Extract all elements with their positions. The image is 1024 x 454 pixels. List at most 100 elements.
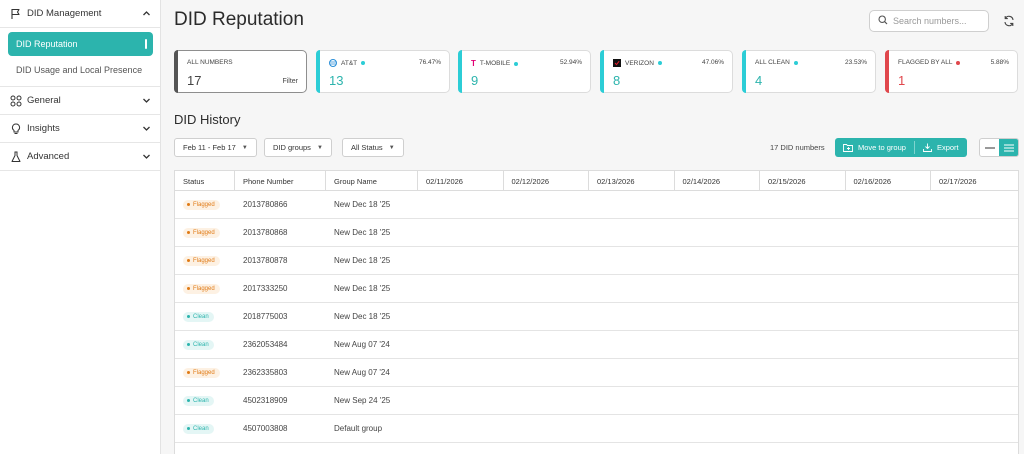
date-cell [931, 191, 1017, 219]
compact-view-button[interactable] [980, 139, 999, 156]
card-count: 4 [755, 73, 763, 88]
did-groups-filter[interactable]: DID groups ▼ [264, 138, 332, 157]
sidebar-item-insights[interactable]: Insights [0, 115, 160, 143]
list-view-button[interactable] [999, 139, 1018, 156]
column-header-date[interactable]: 02/13/2026 [589, 171, 675, 191]
sidebar-item-did-usage[interactable]: DID Usage and Local Presence [16, 65, 143, 75]
sidebar-item-did-reputation[interactable]: DID Reputation [8, 32, 153, 56]
date-cell [589, 275, 675, 303]
card-name: VERIZON [625, 59, 654, 67]
sidebar-item-general[interactable]: General [0, 87, 160, 115]
date-cell [760, 191, 846, 219]
table-row[interactable]: Flagged 2013780878 New Dec 18 '25 [175, 247, 1018, 275]
date-cell [760, 359, 846, 387]
table-row[interactable]: Clean 2362053484 New Aug 07 '24 [175, 331, 1018, 359]
date-cell [675, 387, 761, 415]
table-row[interactable]: Clean 4502318909 New Sep 24 '25 [175, 387, 1018, 415]
refresh-icon[interactable] [1001, 13, 1017, 29]
column-header-date[interactable]: 02/11/2026 [418, 171, 504, 191]
phone-cell: 2013780868 [243, 228, 288, 237]
search-input[interactable] [893, 16, 988, 26]
card-percent: 47.06% [701, 59, 724, 66]
caret-down-icon: ▼ [388, 144, 395, 151]
date-cell [760, 331, 846, 359]
column-header-date[interactable]: 02/12/2026 [504, 171, 589, 191]
column-header-date[interactable]: 02/16/2026 [846, 171, 931, 191]
status-dot [187, 315, 190, 318]
date-cell [931, 219, 1017, 247]
chevron-up-icon [141, 9, 151, 19]
search-box[interactable] [869, 10, 989, 32]
move-to-group-button[interactable]: Move to group [835, 138, 914, 157]
date-cell [931, 331, 1017, 359]
column-header-group[interactable]: Group Name [326, 171, 418, 191]
date-cell [589, 219, 675, 247]
card-att[interactable]: AT&T 76.47% 13 [316, 50, 450, 93]
status-badge: Flagged [183, 367, 220, 378]
export-button[interactable]: Export [915, 138, 967, 157]
date-cell [846, 247, 932, 275]
table-row[interactable]: Clean 2018775003 New Dec 18 '25 [175, 303, 1018, 331]
sidebar-item-did-management[interactable]: DID Management [0, 0, 160, 28]
table-row[interactable]: Flagged 2017333250 New Dec 18 '25 [175, 275, 1018, 303]
date-cell [760, 247, 846, 275]
date-cell [589, 359, 675, 387]
column-header-date[interactable]: 02/17/2026 [939, 176, 977, 186]
card-accent [885, 50, 889, 93]
card-name: FLAGGED BY ALL [898, 59, 953, 66]
status-label: Flagged [193, 285, 215, 292]
column-header-status[interactable]: Status [175, 171, 235, 191]
group-cell: New Dec 18 '25 [334, 312, 391, 321]
date-range-filter[interactable]: Feb 11 - Feb 17 ▼ [174, 138, 257, 157]
status-cell: Clean [175, 387, 235, 415]
table-row[interactable]: Flagged 2013780868 New Dec 18 '25 [175, 219, 1018, 247]
status-dot [956, 60, 961, 65]
group-cell: New Sep 24 '25 [334, 396, 391, 405]
sidebar-item-label: DID Reputation [16, 39, 78, 49]
table-header: Status Phone Number Group Name 02/11/202… [175, 171, 1018, 191]
card-accent [316, 50, 320, 93]
action-button-group: Move to group Export [835, 138, 967, 157]
phone-cell: 2362335803 [243, 368, 288, 377]
date-cell [846, 303, 932, 331]
group-cell: New Aug 07 '24 [334, 340, 390, 349]
status-label: Clean [193, 425, 209, 432]
card-name: ALL CLEAN [755, 59, 790, 66]
date-cell [418, 387, 504, 415]
date-cell [589, 415, 675, 443]
status-filter[interactable]: All Status ▼ [342, 138, 404, 157]
search-icon [878, 12, 888, 30]
sidebar-item-label: General [27, 95, 61, 106]
group-cell: New Dec 18 '25 [334, 200, 391, 209]
divider [913, 141, 915, 154]
date-cell [418, 191, 504, 219]
card-name-row: FLAGGED BY ALL [898, 59, 961, 66]
column-header-date[interactable]: 02/14/2026 [675, 171, 760, 191]
card-flagged-by-all[interactable]: FLAGGED BY ALL 5.88% 1 [885, 50, 1018, 93]
phone-cell: 2362053484 [243, 340, 288, 349]
date-cell [931, 359, 1017, 387]
status-cell: Flagged [175, 359, 235, 387]
table-row[interactable]: Flagged 2013780866 New Dec 18 '25 [175, 191, 1018, 219]
date-cell [931, 303, 1017, 331]
status-dot [187, 343, 190, 346]
lightbulb-icon [9, 122, 22, 135]
card-all-clean[interactable]: ALL CLEAN 23.53% 4 [742, 50, 876, 93]
card-filter-label: Filter [282, 78, 298, 85]
card-verizon[interactable]: VERIZON 47.06% 8 [600, 50, 733, 93]
sidebar-item-advanced[interactable]: Advanced [0, 143, 160, 171]
status-badge: Clean [183, 311, 214, 322]
date-cell [760, 303, 846, 331]
table-row[interactable]: Flagged 2362335803 New Aug 07 '24 [175, 359, 1018, 387]
card-all-numbers[interactable]: ALL NUMBERS 17 Filter [174, 50, 307, 93]
status-badge: Flagged [183, 199, 220, 210]
column-header-phone[interactable]: Phone Number [235, 171, 326, 191]
date-cell [675, 247, 761, 275]
phone-cell: 2018775003 [243, 312, 288, 321]
status-badge: Flagged [183, 283, 220, 294]
date-cell [931, 415, 1017, 443]
table-row[interactable]: Clean 4507003808 Default group [175, 415, 1018, 443]
phone-cell: 2013780878 [243, 256, 288, 265]
card-tmobile[interactable]: T T-MOBILE 52.94% 9 [458, 50, 591, 93]
column-header-date[interactable]: 02/15/2026 [760, 171, 846, 191]
